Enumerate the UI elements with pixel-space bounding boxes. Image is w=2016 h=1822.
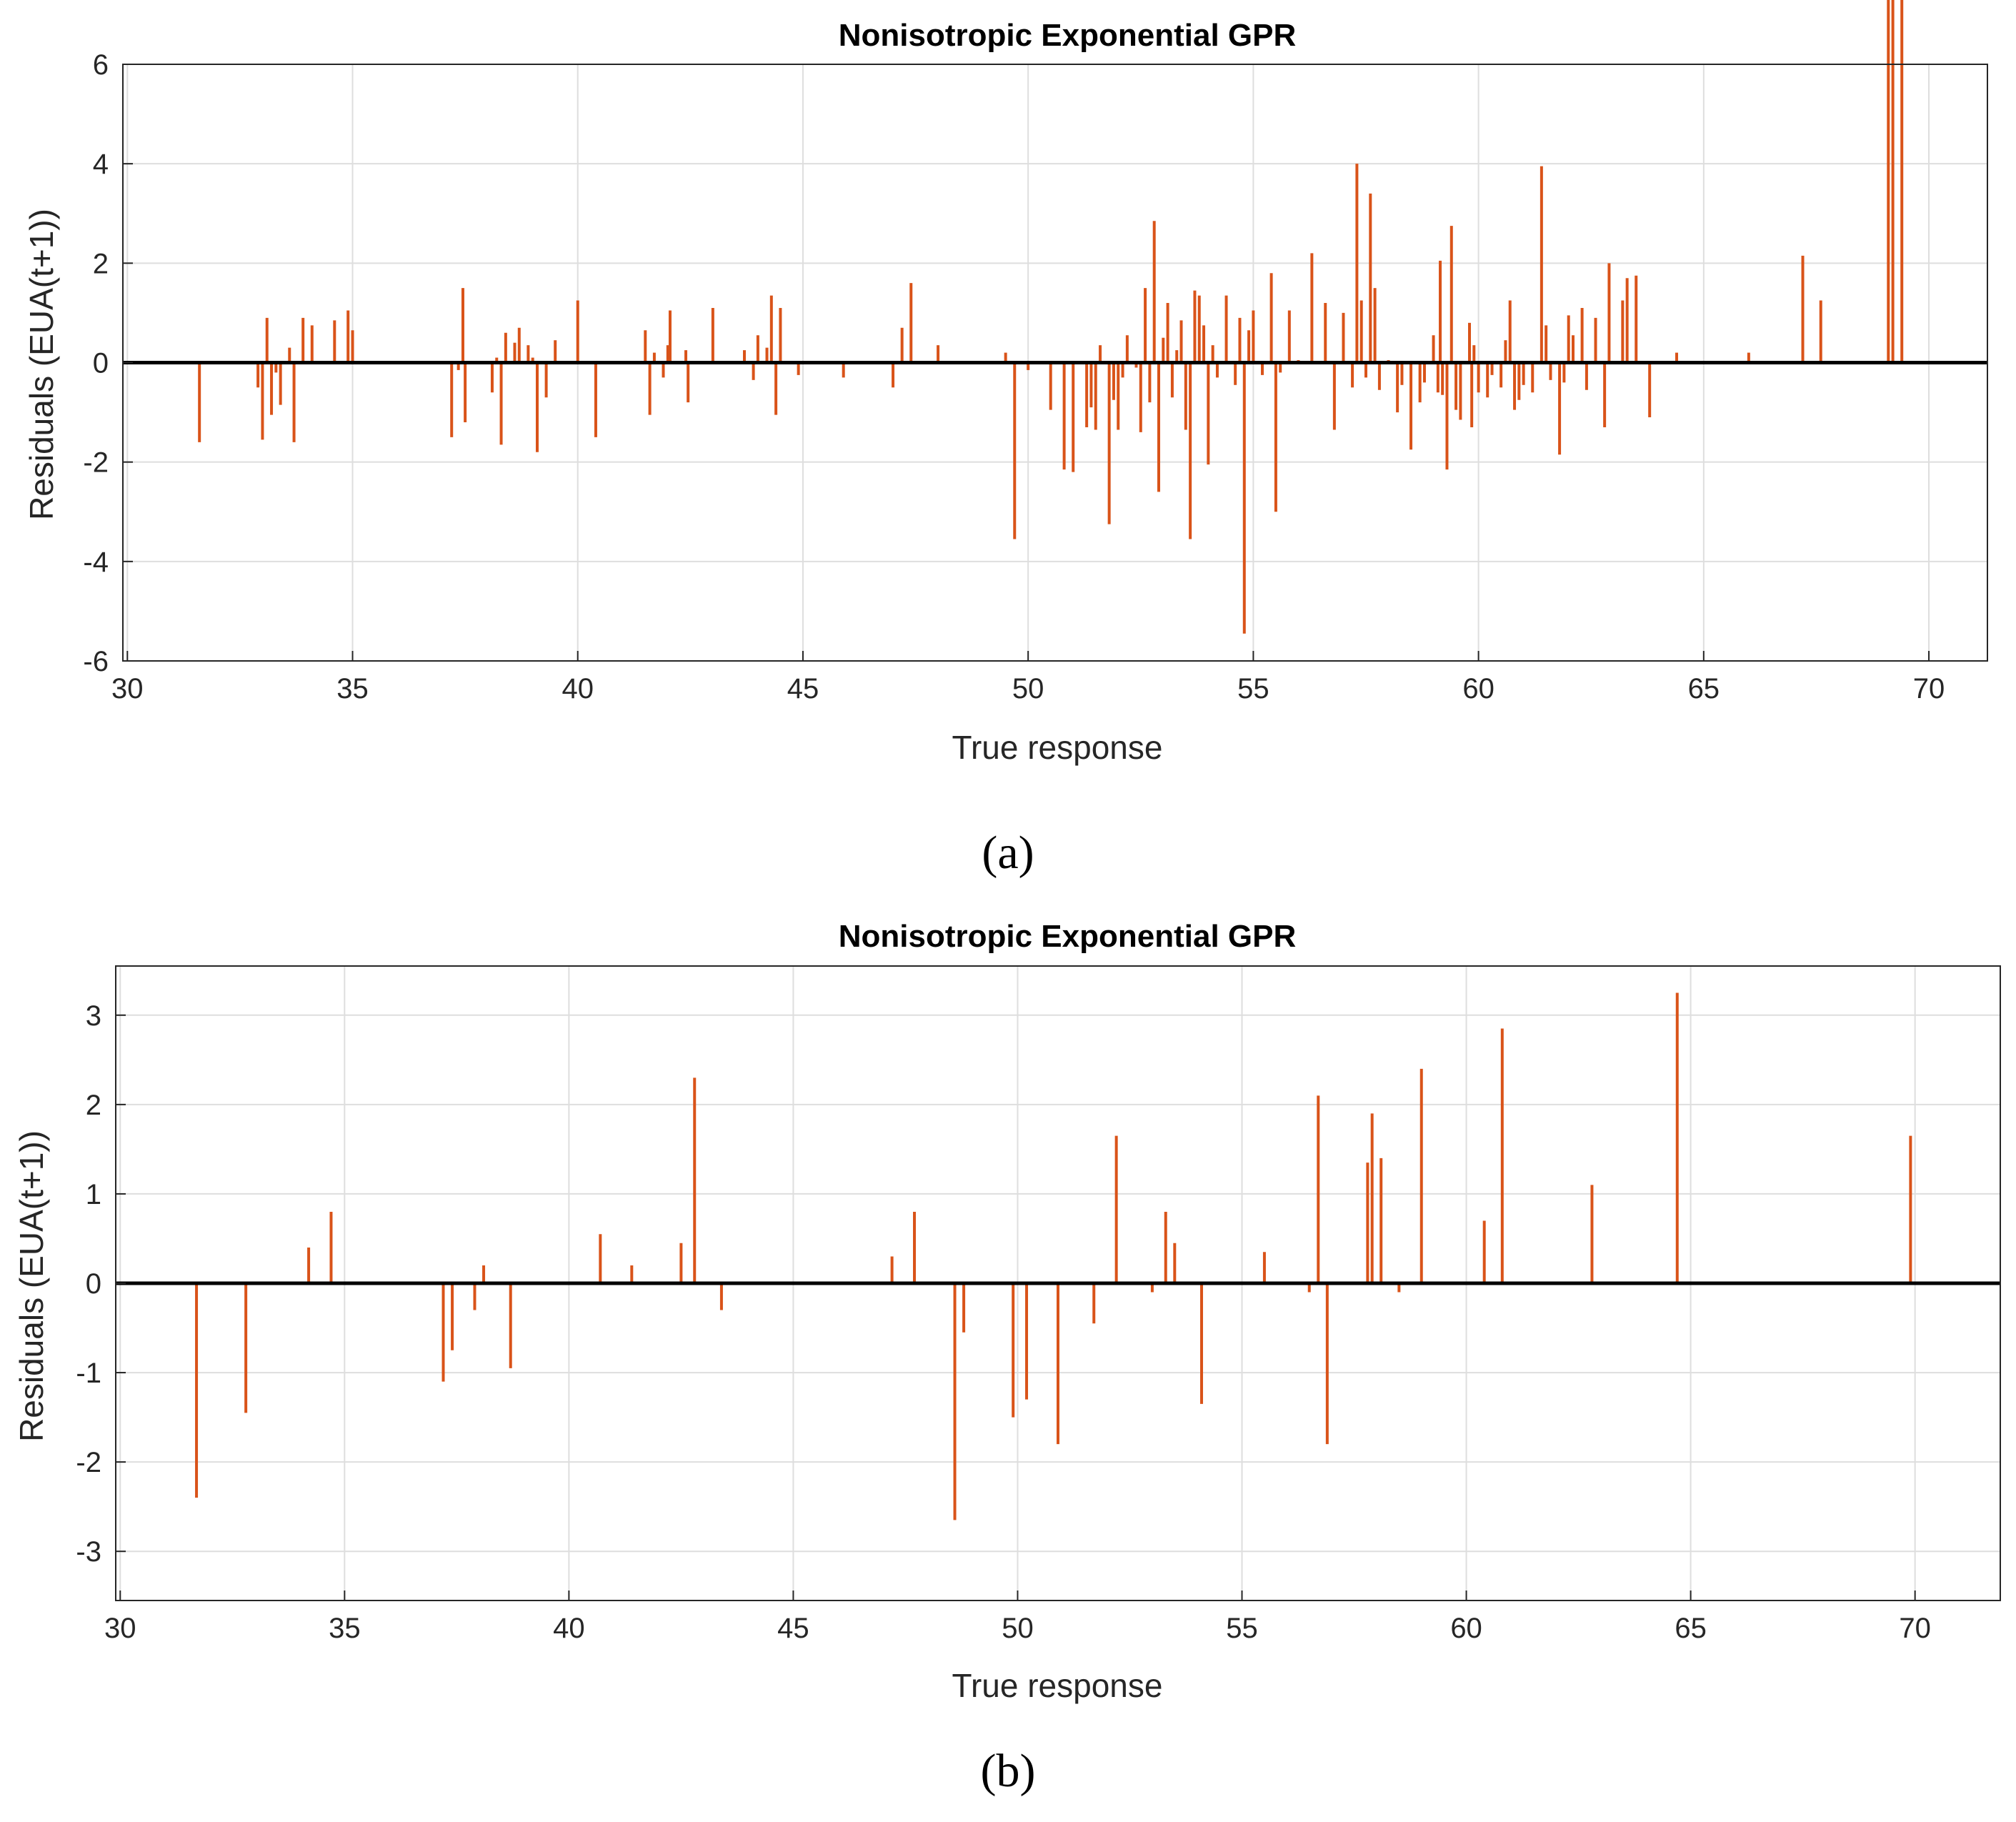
x-tick-label: 70	[1913, 673, 1945, 705]
x-tick-label: 40	[553, 1613, 585, 1644]
y-tick-label: -4	[83, 547, 109, 578]
y-tick-label: 2	[93, 248, 109, 279]
chart-a-x-tick-labels: 30 35 40 45 50 55 60 65 70	[111, 651, 1945, 705]
x-tick-label: 60	[1462, 673, 1494, 705]
y-tick-label: -3	[76, 1536, 101, 1568]
x-tick-label: 40	[562, 673, 594, 705]
chart-b-y-tick-labels: -3 -2 -1 0 1 2 3	[76, 1000, 126, 1568]
y-tick-label: 2	[86, 1090, 101, 1121]
y-tick-label: 0	[86, 1268, 101, 1300]
chart-b-stems	[195, 992, 1912, 1520]
y-tick-label: 1	[86, 1179, 101, 1210]
chart-a-y-axis-label: Residuals (EUA(t+1))	[23, 209, 60, 520]
y-tick-label: 0	[93, 348, 109, 379]
x-tick-label: 45	[787, 673, 819, 705]
x-tick-label: 50	[1002, 1613, 1034, 1644]
y-tick-label: 3	[86, 1000, 101, 1032]
chart-a-title: Nonisotropic Exponential GPR	[839, 18, 1297, 53]
y-tick-label: 6	[93, 49, 109, 81]
x-tick-label: 50	[1012, 673, 1044, 705]
y-tick-label: -2	[76, 1447, 101, 1478]
x-tick-label: 35	[329, 1613, 361, 1644]
chart-a-x-axis-label: True response	[952, 729, 1163, 766]
panel-b-label: (b)	[981, 1745, 1036, 1797]
y-tick-label: 4	[93, 149, 109, 180]
chart-a-stems	[198, 0, 1904, 634]
x-tick-label: 30	[104, 1613, 136, 1644]
panel-a-label: (a)	[982, 827, 1034, 879]
chart-b-title: Nonisotropic Exponential GPR	[839, 919, 1297, 954]
x-tick-label: 55	[1226, 1613, 1258, 1644]
x-tick-label: 30	[111, 673, 144, 705]
x-tick-label: 45	[777, 1613, 809, 1644]
x-tick-label: 65	[1688, 673, 1720, 705]
x-tick-label: 60	[1450, 1613, 1482, 1644]
y-tick-label: -2	[83, 447, 109, 479]
y-tick-label: -1	[76, 1358, 101, 1389]
y-tick-label: -6	[83, 646, 109, 677]
chart-b-x-tick-labels: 30 35 40 45 50 55 60 65 70	[104, 1590, 1931, 1644]
x-tick-label: 70	[1899, 1613, 1931, 1644]
chart-a-y-tick-labels: -6 -4 -2 0 2 4 6	[83, 49, 133, 677]
chart-b-y-axis-label: Residuals (EUA(t+1))	[13, 1130, 50, 1442]
chart-b-x-axis-label: True response	[952, 1667, 1163, 1704]
chart-a: Nonisotropic Exponential GPR 30 35 40 45 50 5…	[23, 0, 1988, 879]
x-tick-label: 55	[1237, 673, 1269, 705]
x-tick-label: 65	[1675, 1613, 1707, 1644]
chart-b: Nonisotropic Exponential GPR 30 35 40 45 50 5…	[13, 919, 2001, 1797]
x-tick-label: 35	[336, 673, 369, 705]
